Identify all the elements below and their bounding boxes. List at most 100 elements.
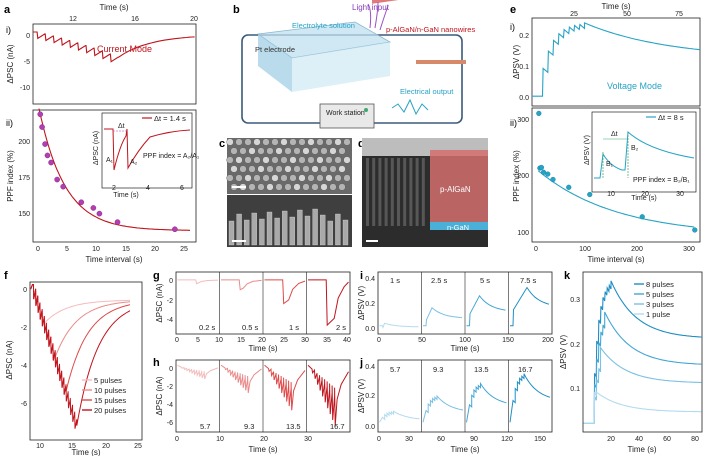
panel-j-xtick-120: 120 — [501, 436, 513, 443]
panel-e-inset-b1: B₁ — [606, 161, 614, 168]
panel-i-trace-0 — [379, 322, 419, 329]
panel-a-i-ytick-5: -5 — [24, 59, 30, 66]
panel-a-ii-point-10 — [114, 219, 121, 225]
panel-d-p-algan-label: p-AlGaN — [440, 185, 471, 194]
panel-j-label-93: 9.3 — [433, 365, 443, 374]
panel-label-b: b — [233, 4, 240, 16]
panel-label-d: d — [358, 138, 365, 150]
panel-j-label-167: 16.7 — [518, 365, 533, 374]
panel-j-ytick-02: 0.2 — [365, 393, 375, 400]
sem-grain — [253, 138, 261, 146]
panel-e-ii-xtick-0: 0 — [534, 246, 538, 253]
panel-a-i-frame — [32, 23, 197, 105]
sem-grain — [226, 174, 234, 182]
panel-f-trace-20-pulses — [30, 284, 130, 429]
panel-a-ii-xtick-15: 15 — [122, 246, 130, 253]
sem-grain — [316, 156, 324, 164]
sem-grain — [329, 165, 337, 173]
panel-e-inset-xtick-30: 30 — [676, 191, 684, 198]
panel-e-inset-dt: Δt — [611, 131, 618, 138]
sem-column — [274, 217, 280, 246]
panel-k-trace-3 — [583, 345, 702, 424]
panel-label-a: a — [4, 4, 11, 16]
sem-grain — [325, 174, 333, 182]
panel-a-ii-point-0 — [37, 111, 44, 118]
panel-b-light-beam — [367, 1, 389, 31]
panel-g-ylabel: ΔPSC (nA) — [155, 283, 164, 322]
panel-g-xtick-10: 10 — [215, 337, 223, 344]
panel-c-sem-columns — [228, 208, 349, 246]
panel-e-ii-point-7 — [587, 191, 593, 198]
sem-grain — [325, 138, 333, 146]
panel-j-xtick-150: 150 — [534, 436, 546, 443]
panel-k-ytick-03: 0.3 — [570, 297, 580, 304]
sem-grain — [235, 156, 243, 164]
panel-i-ylabel: ΔPSV (V) — [357, 286, 366, 321]
panel-b-nanowires: p-AlGaN/n-GaN nanowires — [386, 25, 475, 34]
panel-g-label-02: 0.2 s — [199, 323, 216, 332]
panel-a-inset-frame — [101, 112, 193, 189]
sem-grain — [275, 165, 283, 173]
panel-i-trace-2 — [466, 294, 506, 327]
panel-a-inset-xtick-2: 2 — [112, 185, 116, 192]
sem-grain — [271, 156, 279, 164]
panel-e-ii-point-6 — [566, 184, 572, 190]
panel-f-legend: 5 pulses 10 pulses 15 pulses 20 pulses — [82, 376, 126, 415]
panel-e-inset-xtick-20: 20 — [641, 191, 649, 198]
sem-column — [304, 215, 311, 246]
panel-h-xtick-0: 0 — [175, 436, 179, 443]
panel-label-k: k — [564, 270, 571, 282]
sem-column — [327, 220, 333, 246]
sem-grain — [289, 156, 297, 164]
panel-label-f: f — [4, 270, 8, 282]
panel-e-ii-point-5 — [550, 176, 556, 183]
panel-a-top-tick-16: 16 — [131, 16, 139, 23]
sem-grain — [343, 174, 351, 182]
panel-h-ytick-6: -6 — [167, 420, 173, 427]
sem-grain — [298, 174, 306, 182]
panel-e-ii-ytick-100: 100 — [517, 230, 529, 237]
panel-a-ii-ytick-150: 150 — [18, 211, 30, 218]
panel-a-ii-point-5 — [54, 176, 60, 183]
panel-f-legend-20: 20 pulses — [94, 406, 126, 415]
panel-h-traces — [177, 364, 349, 426]
panel-d-n-gan-layer — [430, 222, 488, 230]
panel-e-top-tick-75: 75 — [675, 11, 683, 18]
panel-a-ii-frame — [32, 109, 197, 243]
panel-k-legend-1: 1 pulse — [646, 310, 670, 319]
sem-grain — [244, 174, 252, 182]
panel-e-ii-frame — [531, 107, 701, 243]
panel-a-inset-xtick-6: 6 — [180, 185, 184, 192]
sem-column — [259, 218, 265, 246]
panel-j-xtick-30: 30 — [405, 436, 413, 443]
sem-grain — [271, 174, 279, 182]
panel-k-xtick-60: 60 — [663, 436, 671, 443]
panel-a-ii-point-6 — [60, 183, 66, 190]
panel-a-inset-dt: Δt — [118, 123, 125, 130]
panel-e-top-tick-25: 25 — [570, 11, 578, 18]
panel-e-ii-ylabel: PPF index (%) — [512, 150, 521, 202]
panel-d-scale-bar — [366, 240, 378, 242]
sem-grain — [284, 147, 292, 155]
sem-grain — [248, 183, 256, 191]
panel-label-c: c — [219, 138, 225, 150]
panel-a-ii-xtick-20: 20 — [151, 246, 159, 253]
sem-grain — [320, 147, 328, 155]
panel-g-xtick-0: 0 — [175, 337, 179, 344]
cross-section-column — [372, 158, 376, 226]
panel-f-ytick-6: -6 — [21, 401, 27, 408]
sem-grain — [284, 165, 292, 173]
panel-e-top-axis-label: Time (s) — [601, 2, 630, 11]
sem-column — [342, 219, 349, 246]
panel-f-legend-10: 10 pulses — [94, 386, 126, 395]
panel-e-inset-frame — [591, 111, 697, 193]
panel-b-electrolyte-front — [292, 42, 390, 92]
panel-a-top-tick-20: 20 — [190, 16, 198, 23]
panel-a-ii-ytick-200: 200 — [18, 139, 30, 146]
sem-column — [228, 220, 235, 246]
panel-e-top-tick-50: 50 — [623, 11, 631, 18]
panel-f-ytick-2: -2 — [21, 325, 27, 332]
sem-grain — [275, 183, 283, 191]
sem-grain — [338, 165, 346, 173]
